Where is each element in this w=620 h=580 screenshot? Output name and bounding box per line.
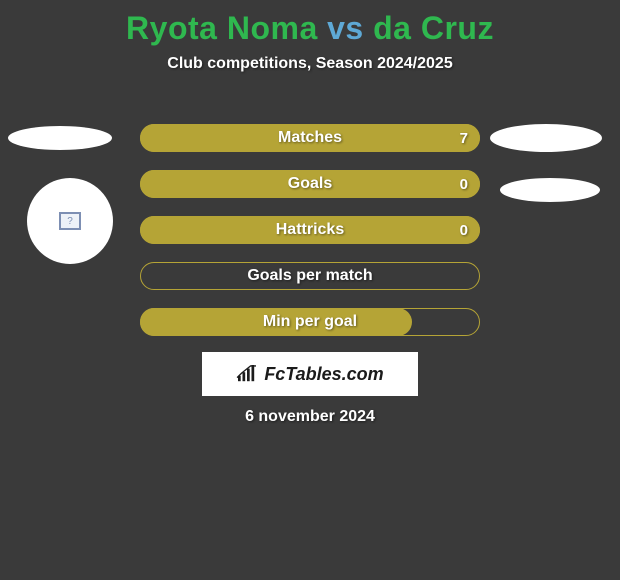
- player2-name: da Cruz: [373, 10, 494, 46]
- date-text: 6 november 2024: [0, 408, 620, 426]
- stat-row: Goals per match: [140, 262, 480, 290]
- bar-label: Goals per match: [140, 262, 480, 290]
- subtitle: Club competitions, Season 2024/2025: [0, 55, 620, 73]
- stat-row: Matches7: [140, 124, 480, 152]
- bar-label: Min per goal: [140, 308, 480, 336]
- stat-row: Min per goal: [140, 308, 480, 336]
- decorative-ellipse: [490, 124, 602, 152]
- bar-value: 0: [460, 170, 468, 198]
- bar-label: Hattricks: [140, 216, 480, 244]
- page-title: Ryota Noma vs da Cruz: [0, 0, 620, 47]
- bar-label: Goals: [140, 170, 480, 198]
- player-avatar: ?: [27, 178, 113, 264]
- decorative-ellipse: [500, 178, 600, 202]
- bar-value: 0: [460, 216, 468, 244]
- chart-icon: [236, 365, 258, 383]
- logo-text: FcTables.com: [264, 364, 383, 385]
- stats-bars: Matches7Goals0Hattricks0Goals per matchM…: [140, 124, 480, 354]
- stat-row: Hattricks0: [140, 216, 480, 244]
- player1-name: Ryota Noma: [126, 10, 318, 46]
- vs-text: vs: [327, 10, 364, 46]
- bar-value: 7: [460, 124, 468, 152]
- placeholder-icon: ?: [59, 212, 81, 230]
- decorative-ellipse: [8, 126, 112, 150]
- stat-row: Goals0: [140, 170, 480, 198]
- logo-box: FcTables.com: [202, 352, 418, 396]
- bar-label: Matches: [140, 124, 480, 152]
